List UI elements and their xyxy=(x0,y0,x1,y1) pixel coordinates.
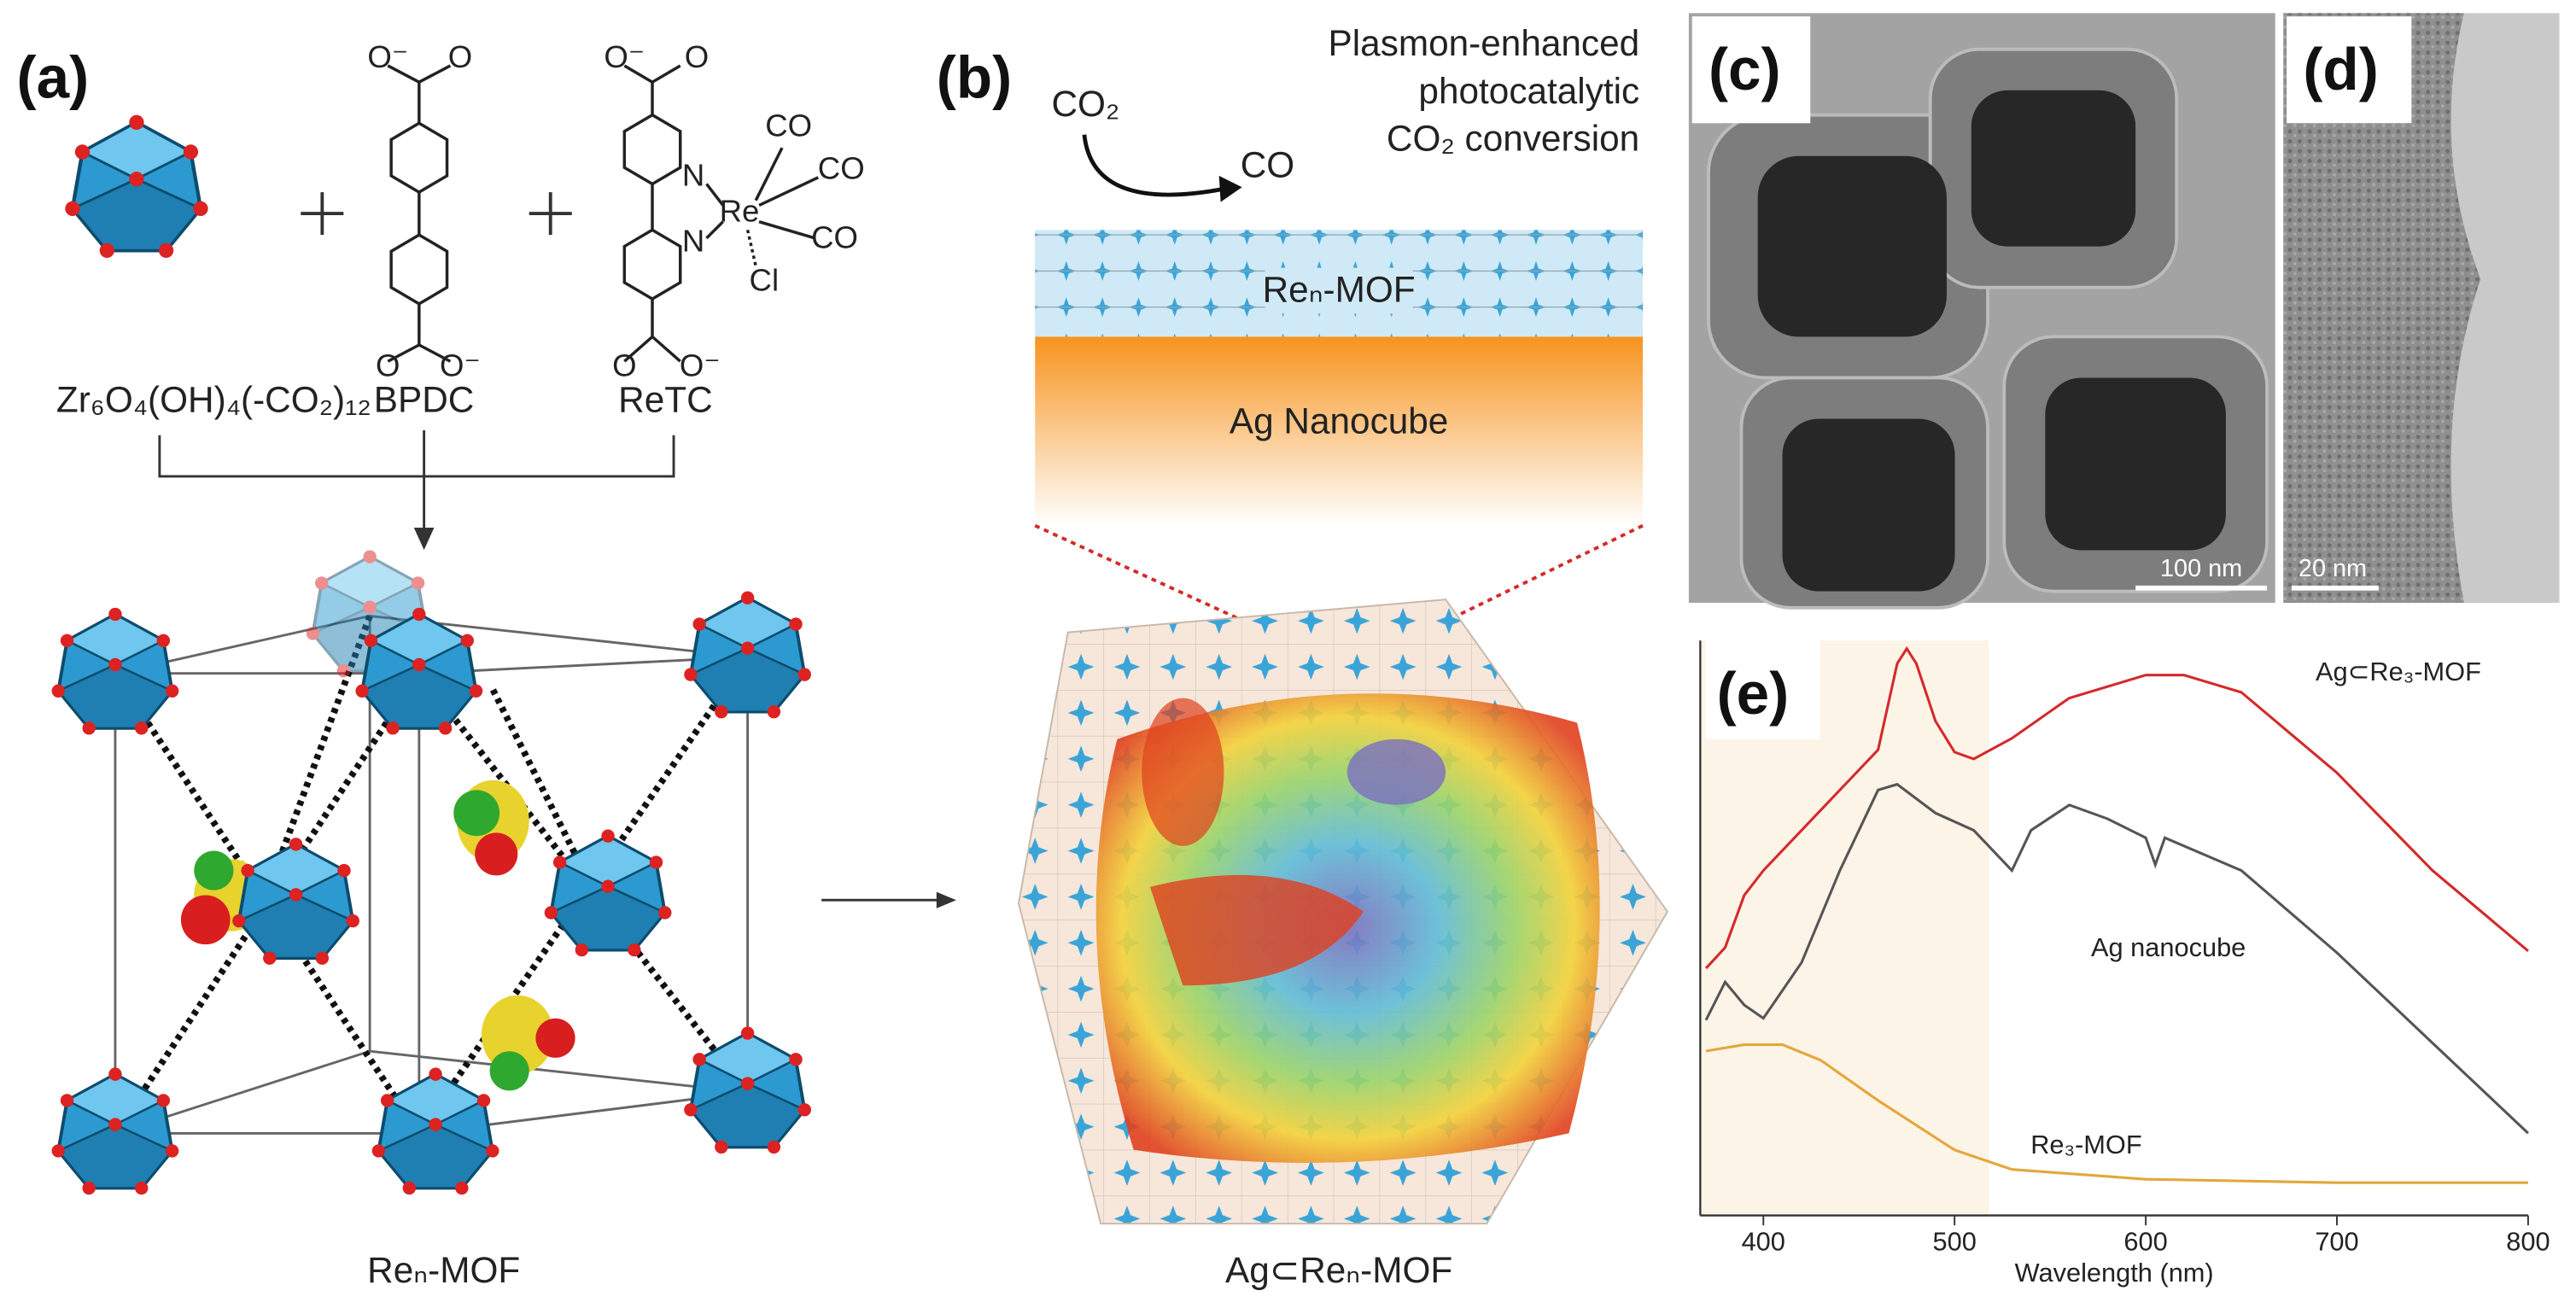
atom-label: O⁻ xyxy=(604,39,645,74)
linker-name: ReTC xyxy=(618,379,713,419)
spectrum-line xyxy=(1705,1043,2528,1184)
bracket xyxy=(158,430,675,551)
x-tick-label: 700 xyxy=(2315,1226,2358,1256)
panel-label: (d) xyxy=(2303,36,2378,102)
atom-label: CO xyxy=(811,220,858,255)
atom-label: O⁻ xyxy=(440,348,481,383)
scale-bar-label: 100 nm xyxy=(2160,555,2242,582)
atom-label: O xyxy=(612,348,636,383)
atom-label: O xyxy=(685,39,709,74)
ag-layer xyxy=(1035,336,1644,526)
reactant: CO₂ xyxy=(1051,84,1119,124)
linker-name: BPDC xyxy=(374,379,475,419)
panel-b: (b) Plasmon-enhanced photocatalytic CO₂ … xyxy=(937,23,1669,1290)
plus-signs xyxy=(301,192,572,236)
panel-label: (e) xyxy=(1717,660,1790,727)
bpdc-structure xyxy=(387,64,452,363)
atom-label: O xyxy=(448,39,472,74)
retc-structure xyxy=(622,64,820,363)
layer-label: Reₙ-MOF xyxy=(1263,270,1416,310)
spectrum-line xyxy=(1704,782,2529,1135)
atom-label: CO xyxy=(765,108,812,143)
panel-a: (a) O⁻ O O O⁻ O⁻ xyxy=(17,39,865,1290)
atom-label: O⁻ xyxy=(680,348,721,383)
panel-e: 400 500 600 700 800 Wavelength (nm) Ag⊂Re₃-MOF… xyxy=(1699,640,2550,1288)
panel-label: (a) xyxy=(17,44,90,110)
panel-d: (d) 20 nm xyxy=(2283,13,2560,604)
x-axis-title: Wavelength (nm) xyxy=(2015,1258,2214,1288)
mof-structure xyxy=(50,550,813,1197)
zr-cluster xyxy=(65,115,207,258)
atom-label: O xyxy=(376,348,400,383)
heading-line: photocatalytic xyxy=(1418,71,1639,111)
atom-label: N xyxy=(682,157,704,192)
atom-label: N xyxy=(682,223,704,258)
x-tick-label: 500 xyxy=(1933,1226,1977,1256)
core-shell-cube xyxy=(1018,599,1669,1225)
panel-label: (b) xyxy=(937,44,1012,110)
heading-line: CO₂ conversion xyxy=(1387,119,1639,159)
atom-label: O⁻ xyxy=(367,39,408,74)
series-label: Ag⊂Re₃-MOF xyxy=(2316,657,2481,686)
cluster-formula: Zr₆O₄(OH)₄(-CO₂)₁₂ xyxy=(56,379,371,419)
x-tick-label: 400 xyxy=(1742,1226,1785,1256)
x-tick-label: 600 xyxy=(2123,1226,2167,1256)
arrow xyxy=(821,891,956,908)
atom-label: Cl xyxy=(750,263,780,298)
structure-caption: Ag⊂Reₙ-MOF xyxy=(1225,1250,1452,1290)
atom-label: CO xyxy=(818,151,865,186)
scale-bar-label: 20 nm xyxy=(2299,555,2367,582)
series-label: Ag nanocube xyxy=(2091,932,2246,962)
series-label: Re₃-MOF xyxy=(2030,1130,2141,1159)
product: CO xyxy=(1241,144,1294,184)
x-tick-label: 800 xyxy=(2506,1226,2550,1256)
spectrum-line xyxy=(1704,645,2529,970)
panel-label: (c) xyxy=(1709,36,1781,102)
structure-caption: Reₙ-MOF xyxy=(367,1250,520,1290)
atom-label: Re xyxy=(720,194,760,229)
heading-line: Plasmon-enhanced xyxy=(1329,23,1640,63)
layer-label: Ag Nanocube xyxy=(1230,400,1448,441)
panel-c: (c) 100 nm xyxy=(1688,13,2275,610)
